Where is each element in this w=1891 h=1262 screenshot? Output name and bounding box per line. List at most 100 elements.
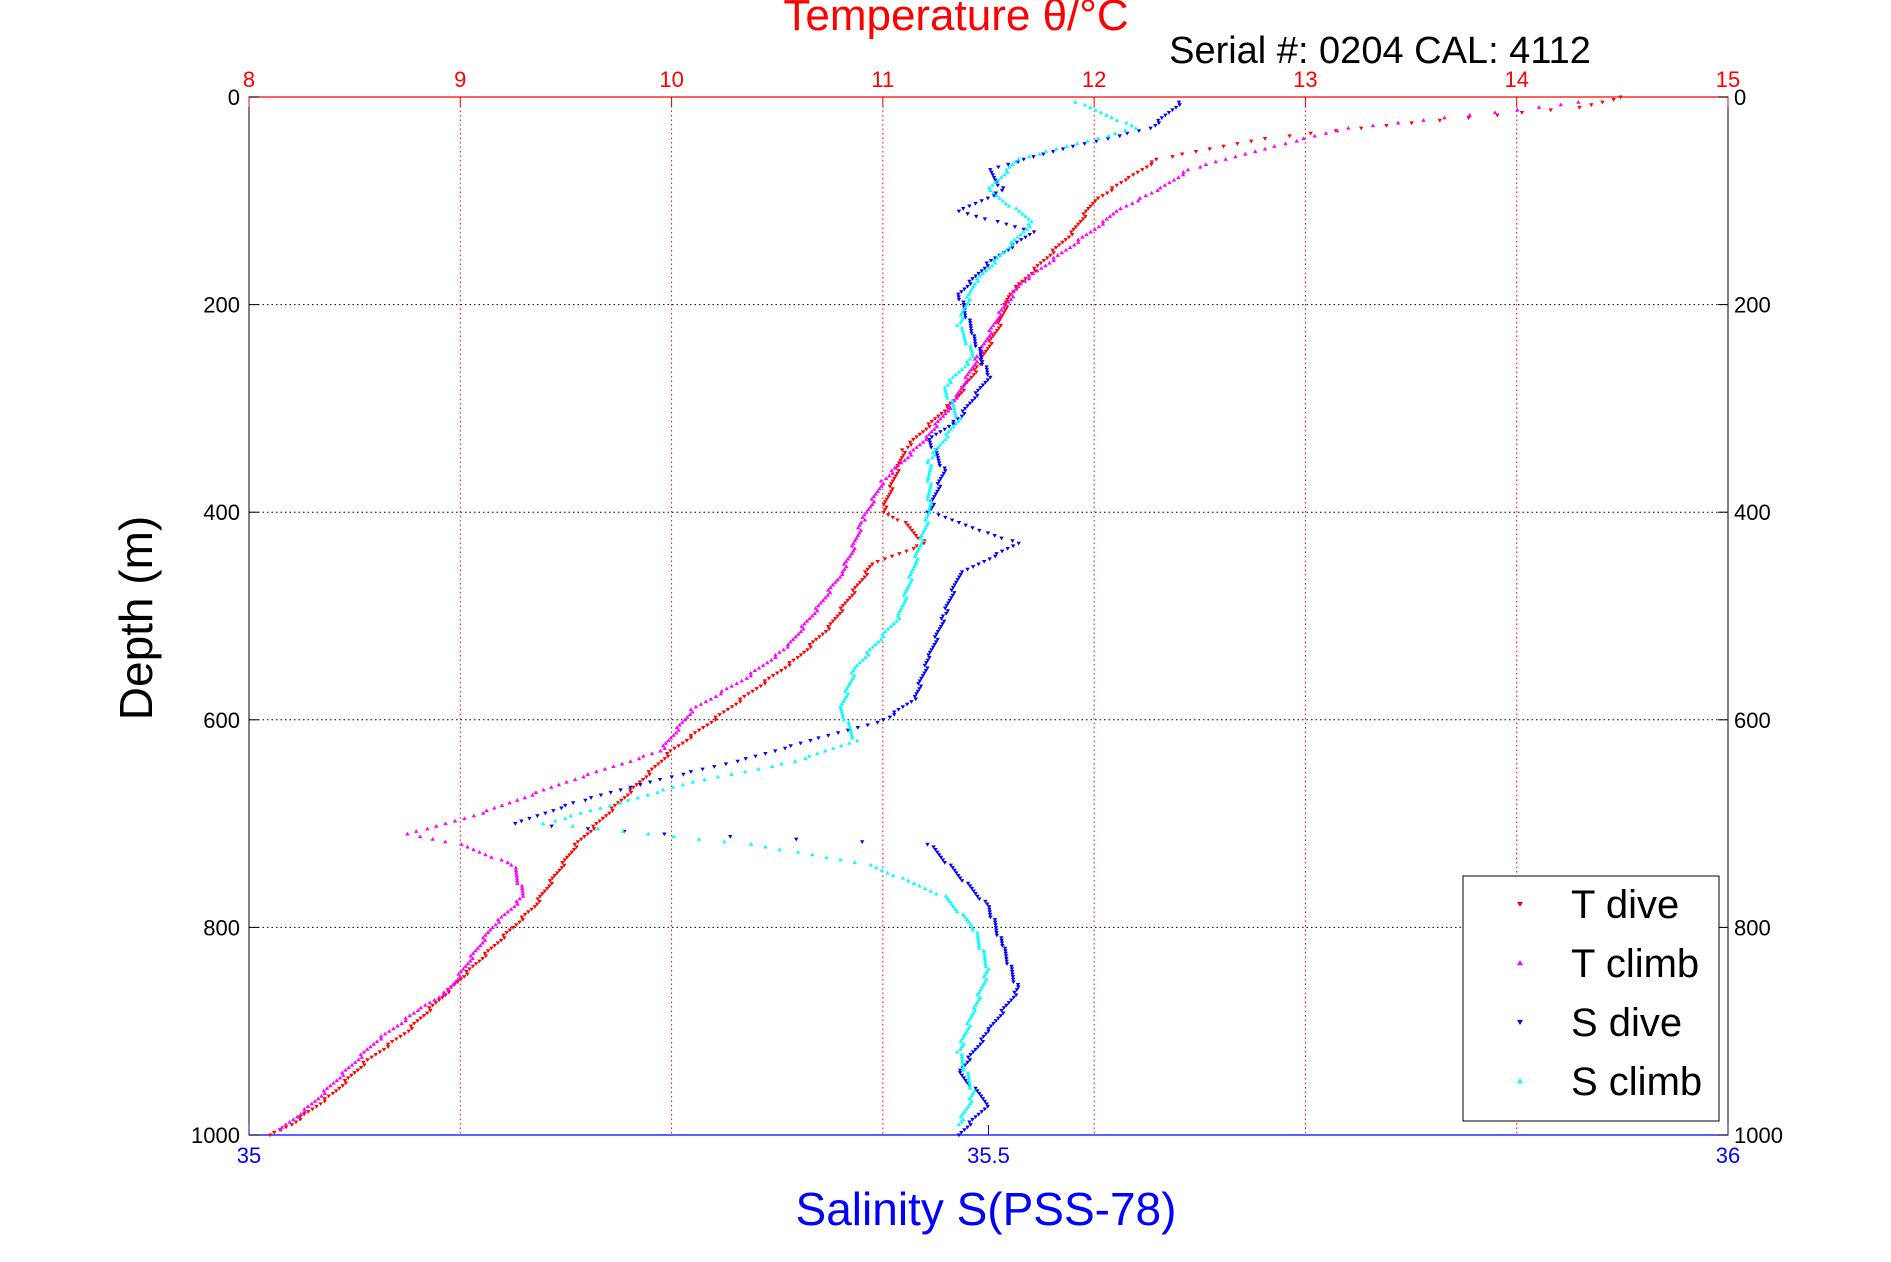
data-point [1043, 149, 1049, 154]
data-point [820, 598, 826, 602]
data-point [441, 990, 447, 994]
data-point [1119, 181, 1124, 185]
data-point [961, 382, 967, 387]
data-point [394, 1037, 399, 1042]
data-point [936, 414, 941, 419]
data-point [708, 696, 714, 701]
data-point [959, 317, 965, 322]
data-point [975, 894, 980, 899]
data-point [929, 648, 934, 652]
data-point [973, 892, 978, 896]
data-point [773, 652, 778, 657]
data-point [875, 489, 880, 493]
data-point [924, 427, 929, 432]
data-point [1248, 139, 1254, 144]
data-point [998, 253, 1003, 257]
data-point [864, 572, 870, 577]
data-point [967, 297, 973, 301]
data-point [679, 720, 685, 724]
data-point [514, 875, 520, 880]
data-point [992, 320, 998, 325]
data-point [1002, 172, 1007, 177]
data-point [937, 479, 942, 484]
data-point [1051, 251, 1056, 255]
data-point [988, 915, 993, 920]
data-point [945, 406, 951, 411]
data-point [990, 183, 995, 187]
data-point [901, 593, 907, 597]
data-point [700, 767, 705, 772]
data-point [944, 393, 949, 397]
data-point [999, 536, 1004, 541]
temperature-tick-label: 13 [1293, 67, 1317, 92]
data-point [705, 723, 710, 728]
data-point [1010, 162, 1015, 167]
data-point [979, 1110, 984, 1114]
data-point [517, 920, 522, 925]
data-point [975, 1045, 981, 1049]
data-point [505, 909, 511, 914]
data-point [622, 796, 627, 800]
data-point [841, 699, 846, 704]
data-point [1021, 227, 1026, 232]
data-point [337, 1075, 343, 1080]
data-point [967, 279, 972, 284]
data-point [495, 917, 501, 922]
data-point [1114, 183, 1119, 188]
data-point [1167, 180, 1172, 185]
data-point [951, 422, 956, 427]
data-point [863, 655, 868, 660]
data-point [1283, 141, 1288, 146]
data-point [984, 261, 989, 266]
data-point [947, 899, 952, 903]
data-point [692, 731, 698, 735]
data-point [381, 1047, 387, 1052]
data-point [1144, 165, 1150, 170]
data-point [1159, 116, 1165, 120]
data-point [943, 437, 948, 442]
data-point [901, 600, 907, 605]
data-point [647, 772, 652, 777]
data-point [927, 510, 932, 514]
data-point [1041, 152, 1046, 157]
data-point [1155, 188, 1160, 192]
data-point [981, 341, 987, 346]
data-point [1015, 234, 1020, 239]
data-point [715, 774, 721, 779]
data-point [1233, 154, 1238, 159]
data-point [792, 759, 798, 763]
data-point [960, 310, 965, 314]
data-point [724, 686, 729, 691]
data-point [1005, 297, 1010, 302]
data-point [791, 658, 796, 663]
data-point [1576, 99, 1581, 104]
data-point [1536, 105, 1542, 109]
data-point [1136, 129, 1142, 133]
data-point [904, 702, 910, 707]
data-point [869, 497, 875, 501]
data-point [488, 927, 493, 932]
data-point [660, 787, 666, 792]
data-point [932, 452, 938, 457]
data-point [963, 375, 968, 379]
data-point [1104, 112, 1109, 117]
data-point [906, 574, 912, 579]
data-point [814, 637, 819, 642]
data-point [923, 517, 928, 522]
data-point [713, 694, 719, 698]
data-point [964, 1029, 970, 1033]
data-point [471, 847, 476, 852]
data-point [960, 912, 966, 916]
data-point [941, 619, 947, 624]
data-point [843, 689, 848, 693]
data-point [1176, 175, 1181, 179]
data-point [849, 670, 854, 675]
data-point [857, 580, 863, 585]
data-point [1017, 208, 1022, 213]
data-point [932, 421, 938, 426]
data-point [980, 1097, 986, 1101]
data-point [942, 606, 948, 611]
data-point [927, 650, 933, 655]
data-point [418, 1005, 423, 1010]
data-point [950, 401, 955, 405]
